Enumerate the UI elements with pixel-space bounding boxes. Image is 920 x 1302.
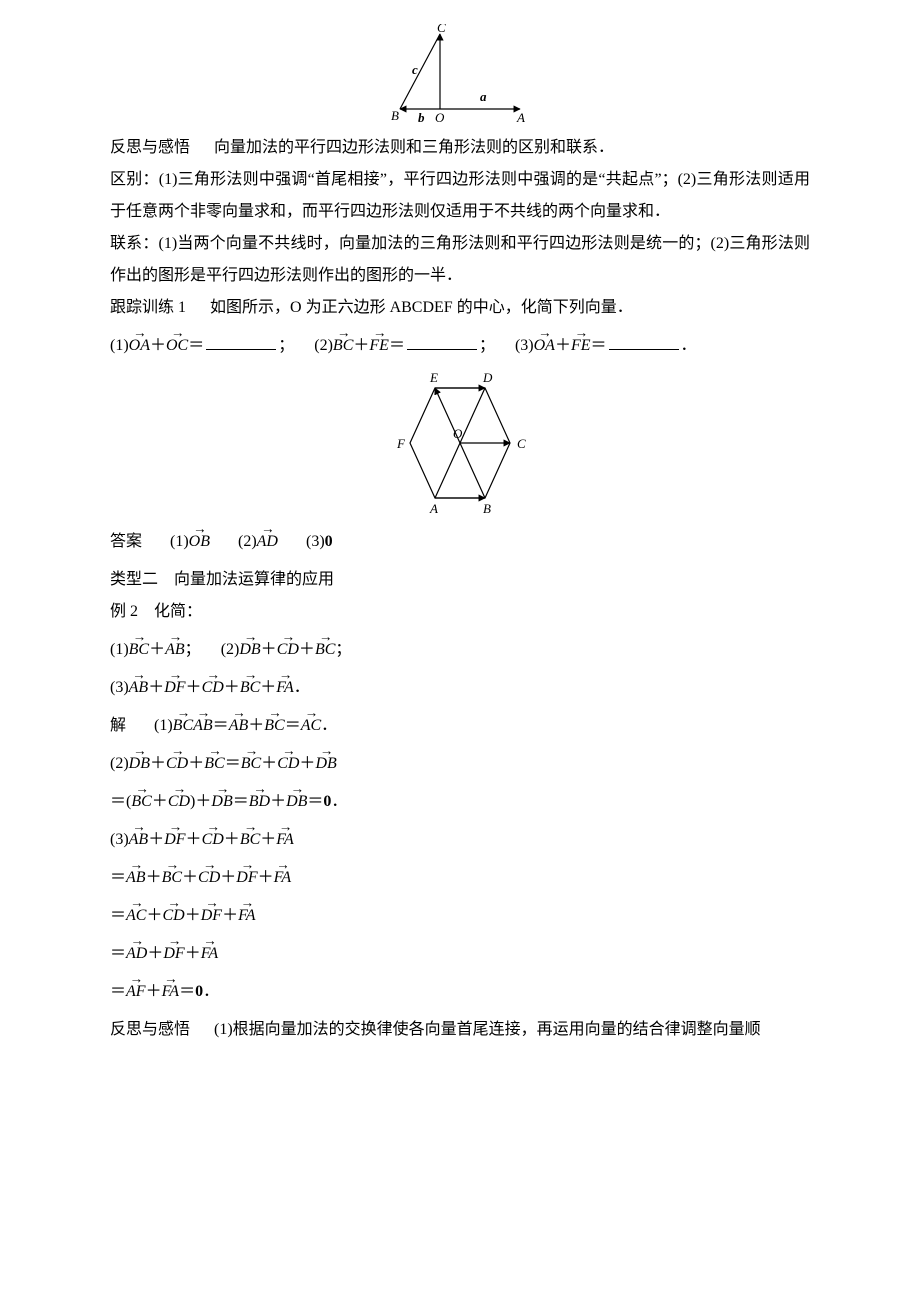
eq3: ＝ (591, 337, 607, 354)
q1-vec-b: OC (166, 338, 188, 354)
reflect-heading: 反思与感悟 (110, 139, 190, 156)
svg-text:b: b (418, 110, 425, 124)
reflect2-text: (1)根据向量加法的交换律使各向量首尾连接，再运用向量的结合律调整向量顺 (214, 1021, 761, 1038)
ex2-3-v4: BC (240, 680, 260, 696)
q1-blank (206, 333, 276, 350)
svg-text:D: D (482, 370, 493, 385)
ans1-n: (1) (170, 533, 189, 550)
follow-rest: 如图所示，O 为正六边形 ABCDEF 的中心，化简下列向量． (210, 299, 633, 316)
sol3-line4: ＝AD＋DF＋FA (110, 938, 810, 970)
sol3-line2: ＝AB＋BC＋CD＋DF＋FA (110, 862, 810, 894)
ex2-1-v1: BC (129, 642, 149, 658)
svg-text:F: F (396, 436, 406, 451)
semi1: ； (278, 337, 294, 354)
ex2-1-n: (1) (110, 641, 129, 658)
triangle-diagram: C A B O a b c (385, 24, 535, 124)
ex2-3-v2: DF (164, 680, 185, 696)
sol3-n: (3) (110, 831, 129, 848)
plus1: ＋ (150, 337, 166, 354)
svg-text:B: B (391, 108, 399, 123)
ex2-3-v3: CD (202, 680, 224, 696)
sol-label: 解 (110, 717, 126, 734)
ex2-3-v1: AB (129, 680, 149, 696)
svg-text:c: c (412, 62, 418, 77)
diff-label: 区别： (110, 171, 159, 188)
follow-label: 跟踪训练 1 (110, 299, 186, 316)
reflect-text-1: 向量加法的平行四边形法则和三角形法则的区别和联系． (214, 139, 614, 156)
sol3-line3: ＝AC＋CD＋DF＋FA (110, 900, 810, 932)
ex2-3-v5: FA (276, 680, 293, 696)
link-label: 联系： (110, 235, 159, 252)
q3-vec-a: OA (534, 338, 555, 354)
svg-text:A: A (516, 110, 525, 124)
svg-text:E: E (429, 370, 438, 385)
ex2-1-v2: AB (165, 642, 185, 658)
q2-blank (407, 333, 477, 350)
svg-text:O: O (453, 426, 463, 441)
ans-label: 答案 (110, 533, 142, 550)
sol3-line1: (3)AB＋DF＋CD＋BC＋FA (110, 824, 810, 856)
ex2-2-v2: CD (277, 642, 299, 658)
period1: ． (681, 337, 697, 354)
plus3: ＋ (555, 337, 571, 354)
ans3-val: 0 (325, 533, 333, 550)
svg-text:C: C (437, 24, 446, 35)
sol2-n: (2) (110, 755, 129, 772)
ex2-line-1-2: (1)BC＋AB； (2)DB＋CD＋BC； (110, 634, 810, 666)
type2-heading: 类型二 向量加法运算律的应用 (110, 564, 810, 596)
diff-text: (1)三角形法则中强调“首尾相接”，平行四边形法则中强调的是“共起点”；(2)三… (110, 171, 810, 220)
reflect-para-1: 反思与感悟 向量加法的平行四边形法则和三角形法则的区别和联系． (110, 132, 810, 164)
plus2: ＋ (353, 337, 369, 354)
diff-para: 区别：(1)三角形法则中强调“首尾相接”，平行四边形法则中强调的是“共起点”；(… (110, 164, 810, 228)
ex2-label: 例 2 化简： (110, 596, 810, 628)
reflect2-label: 反思与感悟 (110, 1021, 190, 1038)
answers-line: 答案 (1)OB (2)AD (3)0 (110, 526, 810, 558)
questions-line: (1)OA＋OC＝； (2)BC＋FE＝； (3)OA＋FE＝． (110, 330, 810, 362)
hexagon-diagram: A B C D E F O (375, 368, 545, 518)
sol2-line1: (2)DB＋CD＋BC＝BC＋CD＋DB (110, 748, 810, 780)
q1-n: (1) (110, 337, 129, 354)
q3-blank (609, 333, 679, 350)
ex2-2-end: ； (335, 641, 351, 658)
svg-text:A: A (429, 501, 438, 516)
ans1-vec: OB (189, 534, 210, 550)
sol3-line5: ＝AF＋FA＝0． (110, 976, 810, 1008)
ans2-n: (2) (238, 533, 257, 550)
svg-text:B: B (483, 501, 491, 516)
reflect2-para: 反思与感悟 (1)根据向量加法的交换律使各向量首尾连接，再运用向量的结合律调整向量… (110, 1014, 810, 1046)
ex2-3-end: ． (294, 679, 310, 696)
ex2-line-3: (3)AB＋DF＋CD＋BC＋FA． (110, 672, 810, 704)
svg-text:C: C (517, 436, 526, 451)
eq2: ＝ (389, 337, 405, 354)
q3-n: (3) (515, 337, 534, 354)
ans2-vec: AD (257, 534, 278, 550)
link-text: (1)当两个向量不共线时，向量加法的三角形法则和平行四边形法则是统一的；(2)三… (110, 235, 810, 284)
ex2-2-v3: BC (315, 642, 335, 658)
semi2: ； (479, 337, 495, 354)
link-para: 联系：(1)当两个向量不共线时，向量加法的三角形法则和平行四边形法则是统一的；(… (110, 228, 810, 292)
sol2-line2: ＝(BC＋CD)＋DB＝BD＋DB＝0． (110, 786, 810, 818)
sol1-n: (1) (154, 717, 173, 734)
eq1: ＝ (188, 337, 204, 354)
svg-text:a: a (480, 89, 487, 104)
q2-vec-b: FE (369, 338, 389, 354)
q2-n: (2) (314, 337, 333, 354)
q2-vec-a: BC (333, 338, 353, 354)
ex2-2-n: (2) (221, 641, 240, 658)
ex2-1-end: ； (185, 641, 201, 658)
follow-para: 跟踪训练 1 如图所示，O 为正六边形 ABCDEF 的中心，化简下列向量． (110, 292, 810, 324)
svg-text:O: O (435, 110, 445, 124)
ex2-3-n: (3) (110, 679, 129, 696)
sol1-line: 解 (1)BCAB＝AB＋BC＝AC． (110, 710, 810, 742)
ans3-n: (3) (306, 533, 325, 550)
ex2-2-v1: DB (239, 642, 260, 658)
q1-vec-a: OA (129, 338, 150, 354)
q3-vec-b: FE (571, 338, 591, 354)
